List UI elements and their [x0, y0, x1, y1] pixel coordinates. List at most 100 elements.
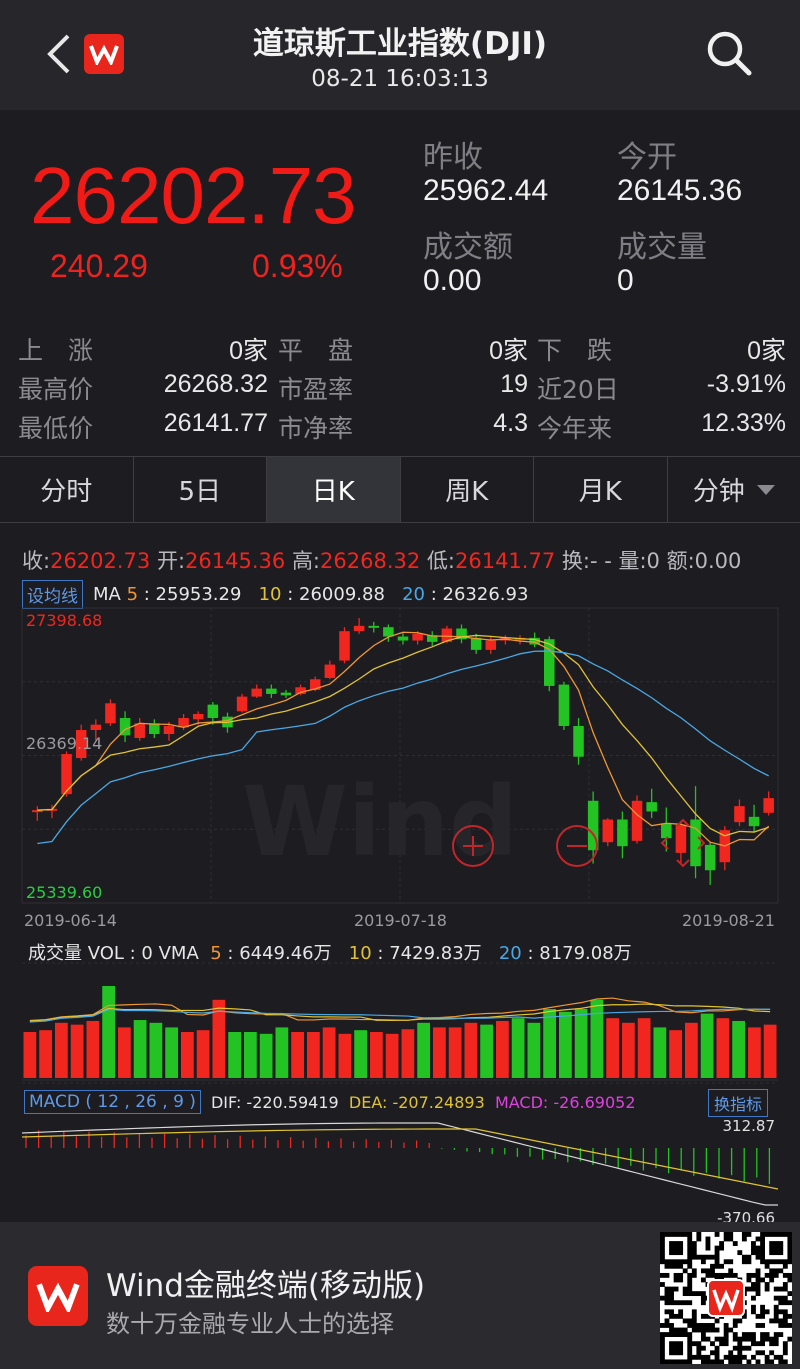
zoom-in-icon[interactable] [452, 825, 494, 867]
qr-module [741, 1236, 747, 1242]
tab-minute-label: 分钟 [692, 477, 745, 507]
macd-params-button[interactable]: MACD ( 12 , 26 , 9 ) [24, 1090, 201, 1114]
qr-module [669, 1332, 674, 1337]
tab-intraday[interactable]: 分时 [0, 457, 134, 522]
tab-5day[interactable]: 5日 [134, 457, 267, 522]
qr-module [760, 1232, 765, 1237]
qr-module [760, 1309, 765, 1315]
qr-module [782, 1318, 788, 1324]
qr-module [673, 1341, 679, 1347]
candle-body [748, 816, 760, 827]
candle-body [456, 628, 467, 640]
switch-indicator-button[interactable]: 换指标 [708, 1089, 769, 1117]
qr-module [669, 1241, 674, 1246]
qr-module [682, 1300, 688, 1306]
stat-value: 0家 [747, 337, 786, 365]
qr-module [782, 1345, 788, 1351]
qr-module [755, 1254, 761, 1260]
volume-bar [433, 1027, 446, 1078]
qr-module [696, 1291, 702, 1297]
tab-weekly-k[interactable]: 周K [401, 457, 534, 522]
volume-bar [307, 1032, 320, 1078]
tab-monthly-k[interactable]: 月K [534, 457, 668, 522]
qr-module [700, 1323, 706, 1328]
qr-module [700, 1295, 706, 1301]
qr-module [714, 1254, 720, 1260]
open-value: 26145.36 [617, 174, 743, 207]
stat-label: 最低价 [18, 414, 94, 443]
qr-module [700, 1291, 706, 1297]
qr-code-icon[interactable] [660, 1232, 792, 1364]
volume-bar [480, 1024, 493, 1078]
qr-module [732, 1241, 738, 1246]
qr-module [673, 1350, 679, 1356]
candle-body [631, 800, 643, 841]
qr-module [723, 1354, 729, 1360]
qr-module [773, 1309, 779, 1315]
qr-module [746, 1272, 752, 1278]
qr-module [710, 1254, 715, 1260]
qr-module [755, 1245, 761, 1251]
qr-module [778, 1250, 784, 1256]
qr-module [673, 1286, 679, 1292]
volume-bar [196, 1030, 210, 1078]
qr-module [741, 1332, 747, 1337]
qr-module [705, 1354, 711, 1360]
qr-module [751, 1241, 756, 1246]
stat-label: 最高价 [18, 375, 94, 404]
qr-module [769, 1359, 775, 1364]
qr-module [696, 1341, 702, 1347]
candle-body [119, 717, 131, 736]
qr-module [773, 1313, 779, 1319]
back-arrow-icon[interactable] [44, 32, 74, 76]
qr-module [787, 1236, 792, 1242]
qr-module [764, 1359, 770, 1364]
qr-module [769, 1241, 775, 1246]
qr-module [700, 1345, 706, 1351]
dea-line [21, 1128, 779, 1190]
footer-banner[interactable]: Wind金融终端(移动版) 数十万金融专业人士的选择 [0, 1222, 800, 1369]
candle-body [558, 684, 570, 727]
qr-module [773, 1259, 779, 1265]
qr-module [751, 1341, 756, 1347]
candle-body [149, 723, 160, 735]
stat-value: 12.33% [701, 409, 786, 437]
move-icon[interactable] [660, 818, 706, 868]
tab-daily-k[interactable]: 日K [267, 457, 401, 522]
kline-chart[interactable]: Wind 27398.68 26369.14 25339.60 2019-06-… [0, 523, 800, 1223]
qr-module [660, 1272, 665, 1278]
stat-value: 26268.32 [163, 370, 268, 398]
qr-module [778, 1241, 784, 1246]
qr-module [669, 1341, 674, 1347]
tab-minute[interactable]: 分钟 [668, 457, 800, 522]
candle-body [544, 639, 555, 686]
qr-module [691, 1245, 697, 1251]
qr-module [782, 1282, 788, 1287]
volume-bar [606, 1018, 619, 1078]
qr-module [700, 1354, 706, 1360]
qr-module [664, 1332, 670, 1337]
qr-module [696, 1354, 702, 1360]
qr-module [751, 1336, 756, 1342]
qr-module [764, 1286, 770, 1292]
qr-module [751, 1309, 756, 1315]
qr-module [664, 1291, 670, 1297]
qr-module [710, 1272, 715, 1278]
zoom-out-icon[interactable] [556, 825, 598, 867]
qr-module [764, 1272, 770, 1278]
qr-module [678, 1300, 684, 1306]
qr-module [755, 1282, 761, 1287]
qr-module [764, 1263, 770, 1269]
qr-module [714, 1336, 720, 1342]
qr-module [682, 1232, 688, 1237]
stat-value: 26141.77 [163, 409, 268, 437]
qr-module [660, 1332, 665, 1337]
qr-module [782, 1232, 788, 1237]
qr-module [773, 1286, 779, 1292]
candle-body [617, 819, 628, 847]
search-icon[interactable] [704, 28, 754, 78]
qr-module [787, 1336, 792, 1342]
qr-module [782, 1272, 788, 1278]
wind-logo-icon[interactable] [84, 34, 124, 74]
qr-module [691, 1241, 697, 1246]
